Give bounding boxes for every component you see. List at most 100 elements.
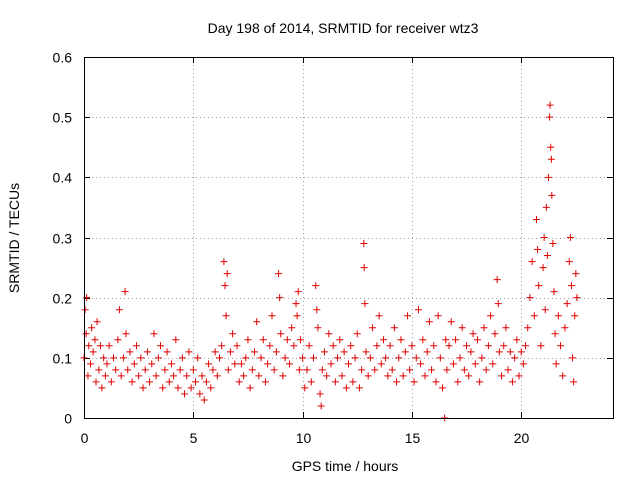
data-point	[547, 143, 555, 151]
data-point	[313, 306, 321, 314]
data-point	[84, 372, 92, 380]
data-point	[194, 354, 202, 362]
data-point	[360, 264, 368, 272]
data-point	[425, 318, 433, 326]
data-point	[122, 330, 130, 338]
data-point	[331, 378, 339, 386]
data-point	[393, 378, 401, 386]
data-point	[375, 312, 383, 320]
data-point	[401, 348, 409, 356]
data-point	[561, 324, 569, 332]
data-point	[353, 330, 361, 338]
data-point	[489, 360, 497, 368]
data-point	[502, 324, 510, 332]
data-point	[572, 270, 580, 278]
data-point	[244, 336, 252, 344]
data-point	[213, 372, 221, 380]
data-point	[569, 354, 577, 362]
data-points	[80, 101, 581, 422]
data-point	[187, 384, 195, 392]
data-point	[476, 378, 484, 386]
data-point	[296, 336, 304, 344]
data-point	[508, 378, 516, 386]
data-point	[176, 366, 184, 374]
data-point	[423, 348, 431, 356]
data-point	[541, 306, 549, 314]
data-point	[550, 288, 558, 296]
data-point	[336, 336, 344, 344]
data-point	[191, 378, 199, 386]
plot-frame	[84, 57, 614, 419]
data-point	[152, 372, 160, 380]
data-point	[261, 378, 269, 386]
data-point	[87, 360, 95, 368]
data-point	[114, 336, 122, 344]
data-point	[268, 312, 276, 320]
data-point	[231, 360, 239, 368]
data-point	[143, 348, 151, 356]
data-point	[200, 396, 208, 404]
data-point	[295, 366, 303, 374]
data-point	[185, 348, 193, 356]
data-point	[442, 336, 450, 344]
data-point	[126, 348, 134, 356]
data-point	[299, 354, 307, 362]
data-point	[460, 366, 468, 374]
data-point	[421, 372, 429, 380]
data-point	[198, 372, 206, 380]
data-point	[237, 360, 245, 368]
data-point	[167, 360, 175, 368]
data-point	[515, 372, 523, 380]
data-point	[355, 384, 363, 392]
y-tick-label: 0.2	[53, 291, 73, 307]
data-point	[248, 366, 256, 374]
data-point	[456, 354, 464, 362]
data-point	[358, 366, 366, 374]
data-point	[183, 372, 191, 380]
data-point	[135, 372, 143, 380]
data-point	[150, 330, 158, 338]
data-point	[117, 372, 125, 380]
x-tick-label: 10	[296, 430, 312, 446]
data-point	[419, 336, 427, 344]
data-point	[432, 378, 440, 386]
data-point	[547, 155, 555, 163]
data-point	[369, 324, 377, 332]
data-point	[209, 366, 217, 374]
data-point	[563, 300, 571, 308]
data-point	[229, 330, 237, 338]
data-point	[511, 354, 519, 362]
data-point	[294, 288, 302, 296]
data-point	[242, 354, 250, 362]
x-tick-label: 15	[405, 430, 421, 446]
data-point	[526, 294, 534, 302]
data-point	[292, 300, 300, 308]
x-tick-label: 5	[190, 430, 198, 446]
data-point	[542, 203, 550, 211]
data-point	[251, 348, 259, 356]
data-point	[471, 360, 479, 368]
data-point	[546, 101, 554, 109]
data-point	[310, 354, 318, 362]
data-point	[504, 366, 512, 374]
data-point	[438, 384, 446, 392]
data-point	[404, 312, 412, 320]
data-point	[259, 336, 267, 344]
data-point	[285, 360, 293, 368]
data-point	[301, 384, 309, 392]
data-point	[327, 360, 335, 368]
data-point	[360, 240, 368, 248]
data-point	[549, 240, 557, 248]
data-point	[545, 173, 553, 181]
data-point	[224, 366, 232, 374]
data-point	[281, 354, 289, 362]
data-point	[130, 360, 138, 368]
data-point	[548, 191, 556, 199]
data-point	[494, 300, 502, 308]
data-point	[161, 366, 169, 374]
data-point	[487, 312, 495, 320]
data-point	[307, 378, 315, 386]
data-point	[530, 312, 538, 320]
data-point	[325, 330, 333, 338]
